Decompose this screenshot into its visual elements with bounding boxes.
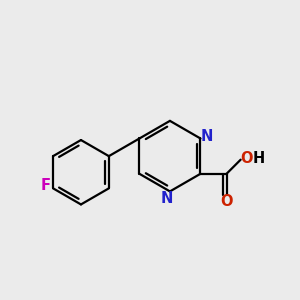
Text: F: F xyxy=(40,178,50,194)
Text: O: O xyxy=(220,194,233,209)
Text: O: O xyxy=(241,151,253,166)
Text: N: N xyxy=(201,128,213,143)
Text: H: H xyxy=(253,151,265,166)
Text: N: N xyxy=(161,191,173,206)
